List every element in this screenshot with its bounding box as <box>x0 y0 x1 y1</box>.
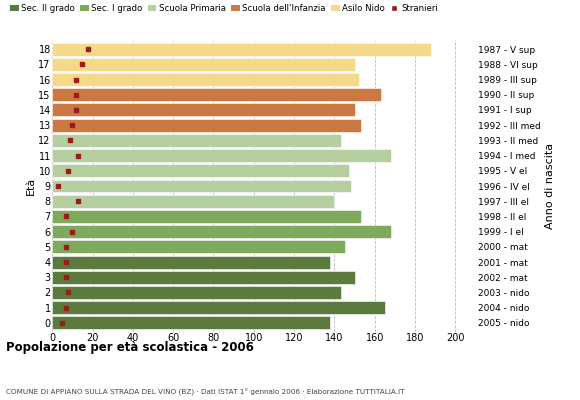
Bar <box>52 316 331 329</box>
Y-axis label: Anno di nascita: Anno di nascita <box>545 143 555 229</box>
Bar <box>52 195 335 208</box>
Bar <box>52 240 345 253</box>
Bar <box>52 256 331 268</box>
Text: Popolazione per età scolastica - 2006: Popolazione per età scolastica - 2006 <box>6 341 253 354</box>
Legend: Sec. II grado, Sec. I grado, Scuola Primaria, Scuola dell'Infanzia, Asilo Nido, : Sec. II grado, Sec. I grado, Scuola Prim… <box>10 4 438 13</box>
Bar <box>52 301 385 314</box>
Bar <box>52 286 340 299</box>
Y-axis label: Età: Età <box>26 177 35 195</box>
Bar <box>52 119 361 132</box>
Bar <box>52 164 349 177</box>
Bar <box>52 73 358 86</box>
Bar <box>52 58 354 71</box>
Text: COMUNE DI APPIANO SULLA STRADA DEL VINO (BZ) · Dati ISTAT 1° gennaio 2006 · Elab: COMUNE DI APPIANO SULLA STRADA DEL VINO … <box>6 389 404 396</box>
Bar <box>52 149 391 162</box>
Bar <box>52 180 350 192</box>
Bar <box>52 43 432 56</box>
Bar <box>52 104 354 116</box>
Bar <box>52 225 391 238</box>
Bar <box>52 88 381 101</box>
Bar <box>52 210 361 223</box>
Bar <box>52 271 354 284</box>
Bar <box>52 134 340 147</box>
